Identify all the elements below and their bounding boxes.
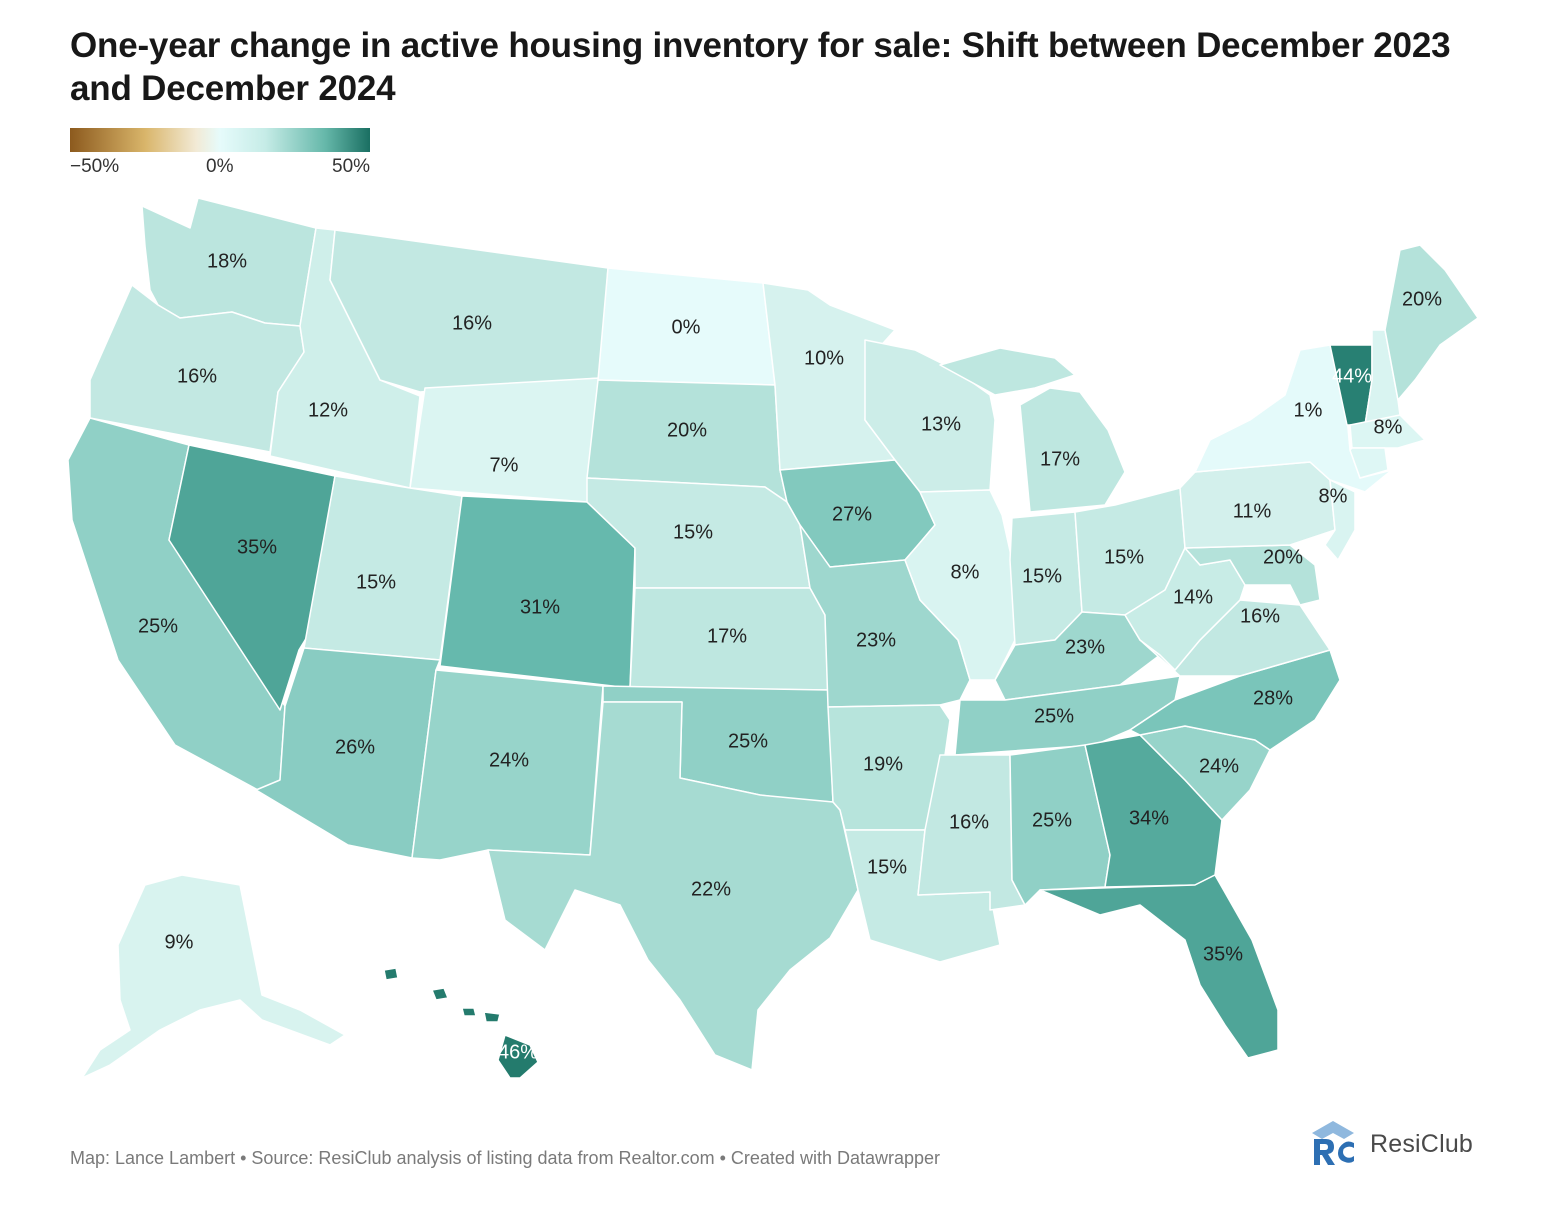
state-value-label-wi: 13% bbox=[921, 413, 961, 435]
state-co[interactable] bbox=[439, 495, 636, 689]
state-value-label-mn: 10% bbox=[804, 347, 844, 369]
legend-min-label: −50% bbox=[70, 156, 120, 177]
resiclub-logo-icon bbox=[1312, 1121, 1354, 1167]
state-value-label-al: 25% bbox=[1032, 809, 1072, 831]
state-value-label-ny: 1% bbox=[1294, 399, 1323, 421]
state-value-label-sc: 24% bbox=[1199, 755, 1239, 777]
brand-name: ResiClub bbox=[1370, 1129, 1474, 1158]
state-tx[interactable] bbox=[487, 701, 859, 1071]
state-value-label-az: 26% bbox=[335, 736, 375, 758]
state-value-label-me: 20% bbox=[1402, 288, 1442, 310]
state-value-label-or: 16% bbox=[177, 365, 217, 387]
state-value-label-nv: 35% bbox=[237, 536, 277, 558]
state-wy[interactable] bbox=[409, 377, 601, 503]
state-value-label-fl: 35% bbox=[1203, 943, 1243, 965]
state-value-label-il: 8% bbox=[951, 561, 980, 583]
state-value-label-ky: 23% bbox=[1065, 636, 1105, 658]
legend-gradient-bar bbox=[70, 128, 370, 152]
state-value-label-ne: 15% bbox=[673, 521, 713, 543]
state-md[interactable] bbox=[1184, 544, 1321, 606]
state-value-label-mt: 16% bbox=[452, 312, 492, 334]
states-layer bbox=[67, 197, 1479, 1079]
state-value-label-nd: 0% bbox=[672, 316, 701, 338]
state-value-label-pa: 11% bbox=[1233, 500, 1272, 522]
map-title: One-year change in active housing invent… bbox=[70, 26, 1451, 108]
state-value-label-ut: 15% bbox=[356, 571, 396, 593]
brand: ResiClub bbox=[1308, 1118, 1473, 1170]
footer-credits: Map: Lance Lambert • Source: ResiClub an… bbox=[70, 1148, 941, 1168]
state-value-label-tx: 22% bbox=[691, 878, 731, 900]
state-az[interactable] bbox=[255, 647, 441, 859]
state-value-label-co: 31% bbox=[520, 596, 560, 618]
color-legend: −50% 0% 50% bbox=[70, 128, 370, 188]
state-value-label-mo: 23% bbox=[856, 629, 896, 651]
legend-max-label: 50% bbox=[332, 156, 371, 177]
state-value-label-md: 20% bbox=[1263, 546, 1303, 568]
state-fl[interactable] bbox=[1039, 874, 1279, 1059]
state-value-label-ia: 27% bbox=[832, 503, 872, 525]
state-mi[interactable] bbox=[939, 347, 1126, 513]
state-value-label-mi: 17% bbox=[1040, 448, 1080, 470]
state-value-label-ca: 25% bbox=[138, 615, 178, 637]
state-value-label-wv: 14% bbox=[1173, 586, 1213, 608]
state-ct[interactable] bbox=[1349, 447, 1389, 479]
state-value-label-in: 15% bbox=[1022, 565, 1062, 587]
state-value-label-ak: 9% bbox=[165, 931, 194, 953]
state-me[interactable] bbox=[1384, 244, 1479, 401]
state-value-label-oh: 15% bbox=[1104, 546, 1144, 568]
state-value-label-nj: 8% bbox=[1319, 485, 1348, 507]
state-value-label-ms: 16% bbox=[949, 811, 989, 833]
state-value-label-va: 16% bbox=[1240, 605, 1280, 627]
state-hi[interactable] bbox=[383, 967, 539, 1079]
state-value-label-nm: 24% bbox=[489, 749, 529, 771]
state-value-label-tn: 25% bbox=[1034, 705, 1074, 727]
state-il[interactable] bbox=[904, 489, 1016, 681]
state-value-label-ar: 19% bbox=[863, 753, 903, 775]
state-value-label-nh: 8% bbox=[1374, 416, 1403, 438]
state-value-label-id: 12% bbox=[308, 399, 348, 421]
state-ak[interactable] bbox=[81, 874, 346, 1079]
state-wv[interactable] bbox=[1124, 547, 1246, 671]
state-value-label-ga: 34% bbox=[1129, 807, 1169, 829]
labels-layer: 18% 16% 25% 35% 12% 16% 7% 15% 31% 26% 24% 0% 20% 15%… bbox=[138, 250, 1442, 1063]
state-value-label-wy: 7% bbox=[490, 454, 519, 476]
state-nc[interactable] bbox=[1129, 649, 1341, 751]
state-value-label-ks: 17% bbox=[707, 625, 747, 647]
state-value-label-sd: 20% bbox=[667, 419, 707, 441]
state-value-label-la: 15% bbox=[867, 856, 907, 878]
state-mo[interactable] bbox=[799, 524, 971, 708]
state-ma[interactable] bbox=[1349, 414, 1426, 449]
state-nj[interactable] bbox=[1324, 479, 1356, 561]
state-value-label-vt: 44% bbox=[1332, 365, 1372, 387]
state-value-label-wa: 18% bbox=[207, 250, 247, 272]
state-value-label-hi: 46% bbox=[498, 1041, 538, 1063]
legend-mid-label: 0% bbox=[206, 156, 234, 177]
state-value-label-nc: 28% bbox=[1253, 687, 1293, 709]
state-value-label-ok: 25% bbox=[728, 730, 768, 752]
